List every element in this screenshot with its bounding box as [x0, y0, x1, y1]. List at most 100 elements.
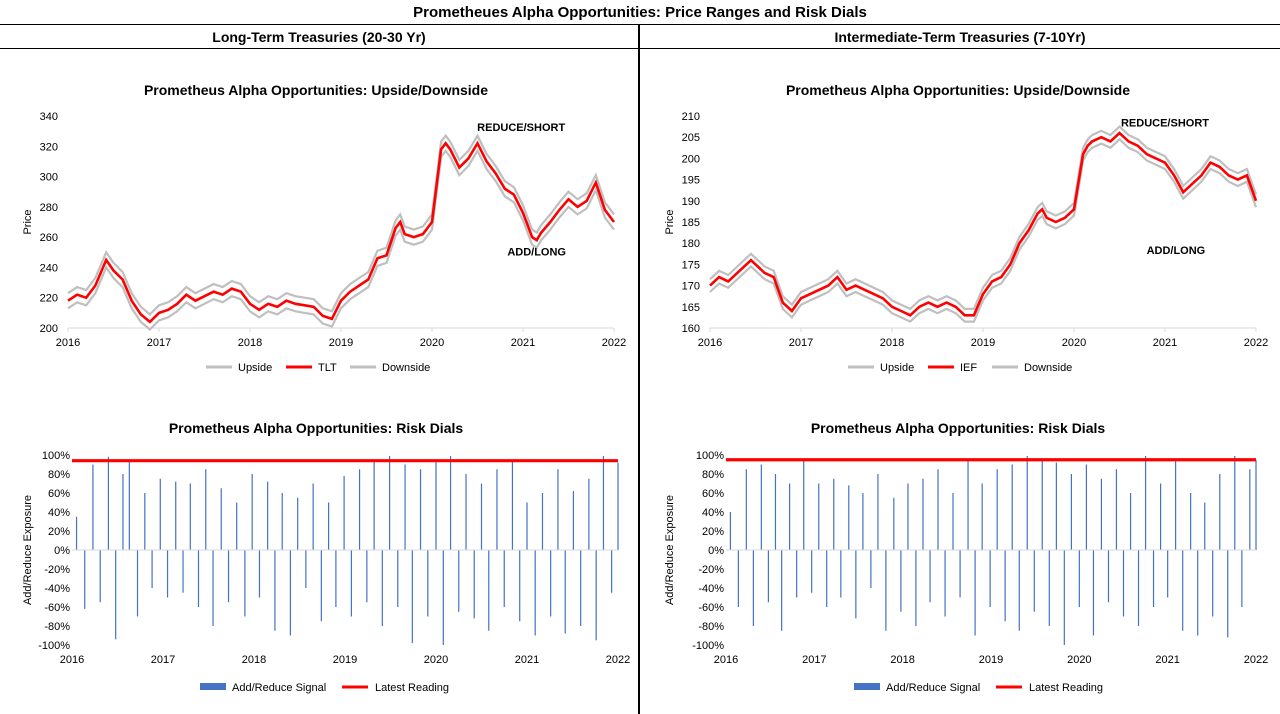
signal-bar — [1070, 474, 1072, 550]
signal-bar — [404, 464, 406, 550]
signal-bar — [1107, 550, 1110, 603]
signal-bar — [870, 550, 872, 588]
signal-bar — [388, 455, 391, 550]
signal-bar — [297, 497, 299, 550]
signal-bar — [541, 493, 544, 550]
signal-bar — [128, 459, 130, 550]
signal-bar — [1129, 493, 1132, 550]
header-divider — [0, 24, 1280, 25]
x-tick-label: 2016 — [60, 654, 84, 666]
y-tick-label: 20% — [48, 526, 70, 538]
y-tick-label: 200 — [40, 323, 58, 335]
y-tick-label: -80% — [698, 621, 724, 633]
y-tick-label: 200 — [682, 153, 700, 165]
chart-title: Prometheus Alpha Opportunities: Risk Dia… — [811, 420, 1106, 436]
signal-bar — [84, 550, 86, 609]
signal-bar — [435, 459, 437, 550]
signal-bar — [1175, 459, 1177, 550]
signal-bar — [519, 550, 521, 622]
signal-bar — [373, 459, 375, 550]
legend-label: Upside — [238, 362, 272, 374]
signal-bar — [760, 464, 762, 550]
x-tick-label: 2020 — [1067, 654, 1091, 666]
y-axis-label: Add/Reduce Exposure — [664, 495, 676, 605]
x-tick-label: 2020 — [1062, 337, 1086, 349]
x-tick-label: 2017 — [789, 337, 813, 349]
y-tick-label: 0% — [54, 545, 70, 557]
x-tick-label: 2018 — [880, 337, 904, 349]
x-tick-label: 2017 — [147, 337, 171, 349]
signal-bar — [855, 550, 857, 619]
annotation-label: REDUCE/SHORT — [1121, 118, 1209, 130]
signal-bar — [166, 550, 169, 598]
signal-bar — [1122, 550, 1125, 617]
signal-bar — [826, 550, 828, 607]
y-tick-label: 40% — [702, 507, 724, 519]
downside-series-line — [67, 148, 615, 331]
signal-bar — [92, 464, 94, 550]
signal-bar — [312, 483, 314, 550]
signal-bar — [595, 550, 597, 641]
y-tick-label: 40% — [48, 507, 70, 519]
signal-bar — [328, 502, 330, 550]
signal-bar — [1018, 550, 1020, 631]
tlt-price-chart: Prometheus Alpha Opportunities: Upside/D… — [22, 82, 626, 374]
x-tick-label: 2017 — [151, 654, 175, 666]
x-tick-label: 2021 — [1153, 337, 1177, 349]
signal-bar — [458, 550, 460, 612]
signal-bar — [1160, 483, 1162, 550]
signal-bar — [488, 550, 490, 631]
left-panel-divider — [0, 48, 638, 49]
signal-bar — [1033, 550, 1035, 612]
signal-bar — [503, 550, 505, 607]
signal-bar — [534, 550, 536, 636]
signal-bar — [789, 483, 791, 550]
signal-bar — [465, 474, 467, 550]
upside-series-line — [67, 133, 615, 316]
y-tick-label: 260 — [40, 232, 58, 244]
tlt-risk-dials-chart: Prometheus Alpha Opportunities: Risk Dia… — [22, 420, 630, 694]
legend-label: Add/Reduce Signal — [232, 682, 326, 694]
signal-bar — [473, 550, 475, 619]
signal-bar — [989, 550, 991, 607]
signal-bar — [381, 550, 383, 626]
y-tick-label: 80% — [48, 469, 70, 481]
y-tick-label: 175 — [682, 259, 700, 271]
x-tick-label: 2022 — [606, 654, 630, 666]
y-tick-label: 180 — [682, 238, 700, 250]
y-tick-label: -40% — [44, 583, 70, 595]
y-tick-label: -100% — [692, 640, 724, 652]
signal-bar — [967, 459, 969, 550]
signal-bar — [564, 550, 566, 634]
signal-bar — [1137, 550, 1140, 626]
right-panel-divider — [640, 48, 1280, 49]
chart-title: Prometheus Alpha Opportunities: Risk Dia… — [169, 420, 464, 436]
signal-bar — [862, 493, 864, 550]
signal-bar — [557, 469, 559, 550]
signal-bar — [281, 493, 283, 550]
y-tick-label: 190 — [682, 196, 700, 208]
x-tick-label: 2017 — [802, 654, 826, 666]
signal-bar — [803, 459, 805, 550]
y-tick-label: 170 — [682, 281, 700, 293]
signal-bar — [745, 469, 747, 550]
x-tick-label: 2022 — [1244, 337, 1268, 349]
chart-title: Prometheus Alpha Opportunities: Upside/D… — [144, 82, 488, 98]
signal-bar — [915, 550, 917, 626]
y-tick-label: 20% — [702, 526, 724, 538]
signal-bar — [1041, 459, 1043, 550]
signal-bar — [335, 550, 337, 607]
signal-bar — [442, 550, 444, 645]
signal-bar — [236, 502, 238, 550]
y-tick-label: 60% — [702, 488, 724, 500]
page-title: Prometheues Alpha Opportunities: Price R… — [413, 4, 867, 21]
y-tick-label: 100% — [42, 450, 70, 462]
x-tick-label: 2016 — [698, 337, 722, 349]
signal-bar — [267, 481, 269, 550]
signal-bar — [305, 550, 307, 588]
signal-bar — [526, 502, 528, 550]
signal-bar — [752, 550, 754, 626]
signal-bar — [115, 550, 117, 640]
signal-bar — [885, 550, 887, 631]
legend-label: Upside — [880, 362, 914, 374]
